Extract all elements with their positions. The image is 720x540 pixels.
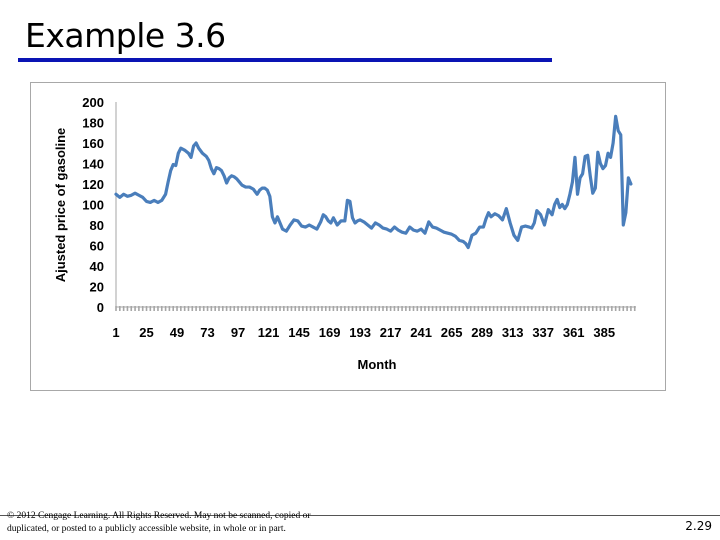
y-tick-label: 80 (90, 218, 104, 233)
chart-frame: 0 20 40 60 80 100 120 140 160 180 200 1 25 49 73 97 121… (30, 82, 666, 391)
gasoline-price-chart: 0 20 40 60 80 100 120 140 160 180 200 1 25 49 73 97 121… (53, 95, 636, 372)
x-tick-label: 169 (319, 325, 341, 340)
title-underline (18, 58, 552, 62)
x-axis-label: Month (358, 357, 397, 372)
y-tick-label: 100 (82, 198, 104, 213)
y-tick-label: 180 (82, 116, 104, 131)
x-tick-label: 337 (532, 325, 554, 340)
slide-number: 2.29 (685, 519, 712, 533)
copyright-notice: © 2012 Cengage Learning. All Rights Rese… (7, 511, 311, 534)
x-tick-label: 217 (380, 325, 402, 340)
footer-divider (0, 515, 720, 516)
y-tick-label: 140 (82, 157, 104, 172)
y-tick-label: 200 (82, 95, 104, 110)
x-tick-label: 1 (112, 325, 119, 340)
x-tick-label: 265 (441, 325, 463, 340)
x-tick-label: 193 (349, 325, 371, 340)
x-tick-label: 97 (231, 325, 245, 340)
x-tick-label: 385 (593, 325, 615, 340)
y-tick-label: 40 (90, 259, 104, 274)
x-tick-label: 361 (563, 325, 585, 340)
y-axis-tick-labels: 0 20 40 60 80 100 120 140 160 180 200 (82, 95, 104, 315)
x-tick-label: 145 (288, 325, 310, 340)
x-axis-tick-labels: 1 25 49 73 97 121 145 169 193 217 241 265 289 313 337 3… (112, 325, 615, 340)
x-tick-label: 121 (258, 325, 280, 340)
x-tick-label: 241 (410, 325, 432, 340)
y-tick-label: 20 (90, 280, 104, 295)
x-tick-label: 313 (502, 325, 524, 340)
y-tick-label: 60 (90, 239, 104, 254)
x-tick-label: 73 (200, 325, 214, 340)
x-tick-label: 49 (170, 325, 184, 340)
y-tick-label: 160 (82, 136, 104, 151)
y-tick-label: 120 (82, 177, 104, 192)
x-tick-label: 289 (471, 325, 493, 340)
x-tick-label: 25 (139, 325, 153, 340)
y-axis-label: Ajusted price of gasoline (53, 128, 68, 283)
slide-title: Example 3.6 (25, 16, 226, 55)
series-line-gasoline-price (114, 114, 633, 250)
y-tick-label: 0 (97, 300, 104, 315)
